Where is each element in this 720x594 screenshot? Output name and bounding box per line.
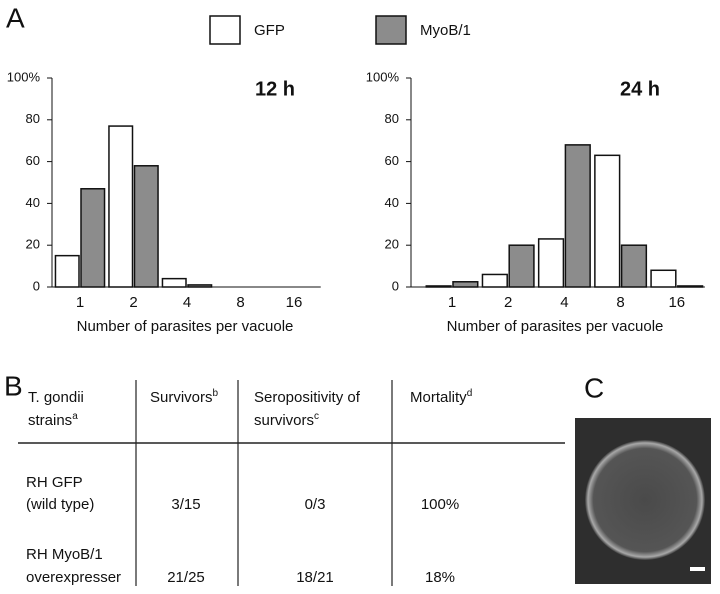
bar xyxy=(452,281,479,288)
panel-label: C xyxy=(584,372,604,403)
bar xyxy=(650,269,677,288)
table-header: Seropositivity of xyxy=(254,389,361,406)
bar xyxy=(425,285,452,288)
x-tick-label: 8 xyxy=(236,294,244,311)
bar xyxy=(133,165,159,288)
y-tick-label: 0 xyxy=(33,278,40,293)
y-tick-label: 100% xyxy=(7,69,41,84)
x-tick-label: 8 xyxy=(616,294,624,311)
table-cell: overexpresser xyxy=(26,569,121,586)
x-tick-label: 16 xyxy=(668,294,685,311)
bar xyxy=(108,125,134,288)
micrograph xyxy=(575,418,711,584)
header-text: Seropositivity of xyxy=(254,389,361,406)
table-cell: RH MyoB/1 xyxy=(26,546,103,563)
table-cell: 18/21 xyxy=(296,569,334,586)
header-text: survivors xyxy=(254,412,314,429)
x-tick-label: 16 xyxy=(286,294,303,311)
header-sup: b xyxy=(213,388,219,399)
bar xyxy=(564,144,591,288)
header-text: Mortality xyxy=(410,389,467,406)
header-text: strains xyxy=(28,412,72,429)
y-tick-label: 100% xyxy=(366,69,400,84)
x-tick-label: 4 xyxy=(560,294,568,311)
y-tick-label: 80 xyxy=(26,111,40,126)
bar xyxy=(80,188,106,288)
y-tick-label: 80 xyxy=(385,111,399,126)
table-header: survivorsc xyxy=(254,411,319,429)
header-sup: d xyxy=(467,388,473,399)
table-header: T. gondii xyxy=(28,389,84,406)
x-axis-label: Number of parasites per vacuole xyxy=(447,318,664,335)
table-header: Survivorsb xyxy=(150,388,219,406)
x-axis-label: Number of parasites per vacuole xyxy=(77,318,294,335)
y-tick-label: 20 xyxy=(385,237,399,252)
table-cell: RH GFP xyxy=(26,474,83,491)
y-tick-label: 60 xyxy=(385,153,399,168)
header-text: Survivors xyxy=(150,389,213,406)
table-cell: 0/3 xyxy=(305,496,326,513)
table-cell: 3/15 xyxy=(171,496,200,513)
table-cell: 21/25 xyxy=(167,569,205,586)
y-tick-label: 0 xyxy=(392,278,399,293)
bar xyxy=(620,244,648,288)
bar xyxy=(481,273,508,288)
bar xyxy=(677,285,704,288)
legend-swatch xyxy=(375,15,407,45)
table-cell: 100% xyxy=(421,496,459,513)
y-tick-label: 40 xyxy=(385,195,399,210)
chart-title: 12 h xyxy=(255,78,295,100)
x-tick-label: 2 xyxy=(504,294,512,311)
panel-label: B xyxy=(4,370,23,401)
bar xyxy=(594,154,621,288)
x-tick-label: 2 xyxy=(129,294,137,311)
y-tick-label: 40 xyxy=(26,195,40,210)
bar xyxy=(537,238,565,288)
legend-swatch xyxy=(209,15,241,45)
x-tick-label: 4 xyxy=(183,294,191,311)
panel-label: A xyxy=(6,2,25,33)
y-tick-label: 60 xyxy=(26,153,40,168)
table-cell: (wild type) xyxy=(26,496,94,513)
header-sup: c xyxy=(314,411,319,422)
header-text: T. gondii xyxy=(28,389,84,406)
bar xyxy=(161,277,187,288)
table-header: strainsa xyxy=(28,411,78,429)
table: T. gondii strainsa Survivorsb Seropositivit… xyxy=(18,380,565,586)
chart-title: 24 h xyxy=(620,78,660,100)
x-tick-label: 1 xyxy=(448,294,456,311)
legend-label: MyoB/1 xyxy=(420,22,471,39)
x-tick-label: 1 xyxy=(76,294,84,311)
legend-label: GFP xyxy=(254,22,285,39)
y-tick-label: 20 xyxy=(26,237,40,252)
bar xyxy=(508,244,535,288)
table-header: Mortalityd xyxy=(410,388,472,406)
bar xyxy=(187,284,213,288)
bar xyxy=(54,254,80,288)
table-cell: 18% xyxy=(425,569,455,586)
header-sup: a xyxy=(72,411,78,422)
